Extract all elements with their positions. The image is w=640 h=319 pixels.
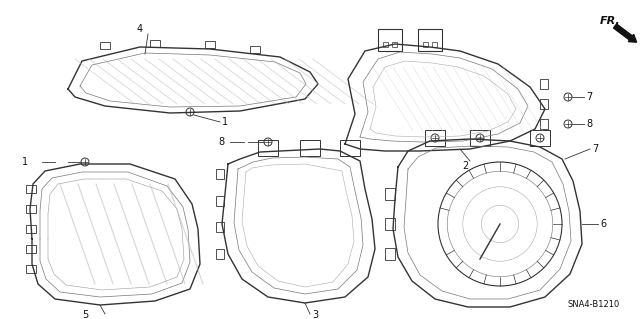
Bar bbox=[150, 40, 160, 47]
Bar bbox=[392, 42, 397, 47]
Text: FR.: FR. bbox=[600, 16, 621, 26]
Text: 3: 3 bbox=[312, 310, 318, 319]
Bar bbox=[100, 42, 110, 49]
Bar bbox=[540, 99, 548, 109]
Bar bbox=[540, 79, 548, 89]
Text: 8: 8 bbox=[586, 119, 592, 129]
Bar bbox=[470, 130, 490, 146]
Bar bbox=[216, 249, 224, 259]
Bar bbox=[383, 42, 388, 47]
Text: 1: 1 bbox=[22, 157, 28, 167]
Bar bbox=[216, 169, 224, 179]
Bar bbox=[378, 29, 402, 51]
Bar bbox=[530, 130, 550, 146]
Bar bbox=[26, 265, 36, 273]
Bar bbox=[26, 185, 36, 193]
Bar bbox=[216, 196, 224, 206]
Bar bbox=[26, 225, 36, 233]
Text: 6: 6 bbox=[600, 219, 606, 229]
Bar bbox=[385, 188, 395, 200]
Bar bbox=[26, 205, 36, 213]
Bar bbox=[300, 140, 320, 156]
Text: 1: 1 bbox=[222, 117, 228, 127]
Bar bbox=[26, 245, 36, 253]
Text: 7: 7 bbox=[586, 92, 592, 102]
Bar bbox=[258, 140, 278, 156]
Bar bbox=[418, 29, 442, 51]
Bar bbox=[425, 130, 445, 146]
Bar bbox=[216, 222, 224, 232]
Bar bbox=[423, 42, 428, 47]
Bar bbox=[432, 42, 437, 47]
Text: 2: 2 bbox=[462, 161, 468, 171]
Text: 5: 5 bbox=[82, 310, 88, 319]
Bar bbox=[205, 41, 215, 48]
Bar bbox=[540, 119, 548, 129]
Bar bbox=[340, 140, 360, 156]
Bar bbox=[385, 248, 395, 260]
Text: 4: 4 bbox=[137, 24, 143, 34]
Text: SNA4-B1210: SNA4-B1210 bbox=[568, 300, 620, 309]
Bar bbox=[385, 218, 395, 230]
Bar bbox=[250, 46, 260, 53]
Text: 7: 7 bbox=[592, 144, 598, 154]
Text: 8: 8 bbox=[218, 137, 224, 147]
FancyArrow shape bbox=[614, 24, 637, 42]
